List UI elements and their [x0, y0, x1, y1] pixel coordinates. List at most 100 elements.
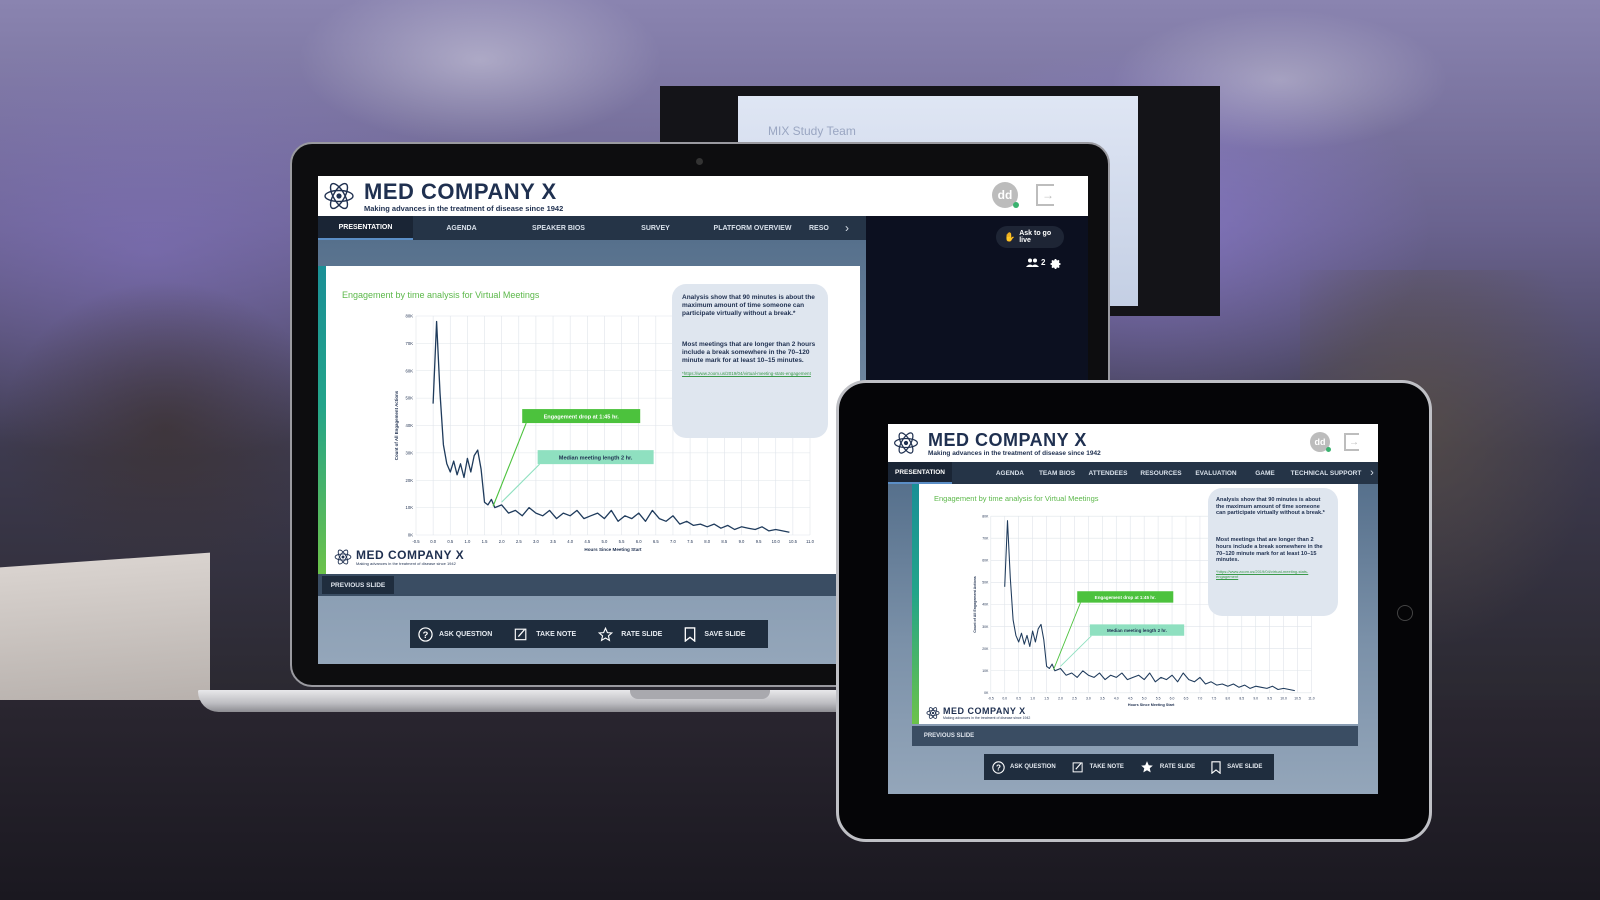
- tab-speaker-bios[interactable]: SPEAKER BIOS: [532, 224, 585, 232]
- x-tick-label: 0.0: [1002, 696, 1007, 700]
- nav-bar: PRESENTATION AGENDA SPEAKER BIOS SURVEY …: [318, 216, 866, 240]
- y-axis-label: Count of All Engagement Actions: [394, 390, 399, 460]
- atom-logo-icon: [926, 707, 940, 719]
- note-icon: [1072, 762, 1083, 773]
- action-bar: ? ASK QUESTION TAKE NOTE RATE SLIDE SAVE…: [410, 620, 768, 648]
- annotation-median-box: [1089, 624, 1185, 636]
- x-axis-label: Hours Since Meeting Start: [1128, 703, 1175, 707]
- y-tick-label: 20K: [406, 478, 414, 483]
- avatar[interactable]: dd: [1310, 432, 1331, 452]
- slide-accent-bar: [912, 484, 919, 724]
- x-tick-label: 6.5: [653, 539, 659, 544]
- callout-box: Analysis show that 90 minutes is about t…: [1208, 488, 1338, 616]
- x-tick-label: 9.0: [1253, 696, 1258, 700]
- x-tick-label: 2.0: [499, 539, 505, 544]
- rate-slide-button[interactable]: RATE SLIDE: [1140, 760, 1195, 774]
- tab-presentation[interactable]: PRESENTATION: [888, 462, 952, 484]
- x-tick-label: 0.5: [1016, 696, 1021, 700]
- slide-nav-bar: PREVIOUS SLIDE: [912, 726, 1358, 746]
- x-tick-label: 8.5: [1239, 696, 1244, 700]
- brand-tagline: Making advances in the treatment of dise…: [364, 203, 564, 213]
- laptop-notch: [630, 690, 770, 699]
- x-tick-label: 8.0: [704, 539, 710, 544]
- tab-attendees[interactable]: ATTENDEES: [1088, 469, 1128, 477]
- callout-source-link[interactable]: *https://www.zoom.us/2019/04/virtual-mee…: [682, 370, 811, 376]
- slide-brand-tagline: Making advances in the treatment of dise…: [943, 715, 1031, 720]
- previous-slide-button[interactable]: PREVIOUS SLIDE: [923, 733, 975, 739]
- take-note-button[interactable]: TAKE NOTE: [514, 627, 576, 641]
- slide-logo: MED COMPANY X Making advances in the tre…: [334, 548, 464, 566]
- x-tick-label: 0.0: [430, 539, 436, 544]
- save-slide-button[interactable]: SAVE SLIDE: [1211, 760, 1262, 774]
- ask-question-button[interactable]: ? ASK QUESTION: [418, 626, 492, 642]
- engagement-line: [1004, 520, 1295, 692]
- annotation-arrow-median: [501, 463, 541, 503]
- slide-brand-name: MED COMPANY X: [356, 547, 465, 562]
- ask-to-go-live-button[interactable]: ✋ Ask to go live: [996, 226, 1064, 248]
- logout-icon[interactable]: →: [1344, 433, 1359, 451]
- slide-logo: MED COMPANY X Making advances in the tre…: [926, 706, 1030, 720]
- previous-slide-button[interactable]: PREVIOUS SLIDE: [322, 576, 394, 594]
- x-tick-label: 4.0: [567, 539, 573, 544]
- tab-resources[interactable]: RESO: [809, 224, 829, 232]
- take-note-button[interactable]: TAKE NOTE: [1072, 761, 1124, 773]
- tablet-app: MED COMPANY X Making advances in the tre…: [888, 424, 1378, 794]
- tab-evaluation[interactable]: EVALUATION: [1195, 469, 1237, 477]
- tab-game[interactable]: GAME: [1255, 469, 1275, 477]
- x-tick-label: 8.0: [1225, 696, 1230, 700]
- x-tick-label: 9.0: [739, 539, 745, 544]
- x-tick-label: 0.5: [447, 539, 453, 544]
- bookmark-icon: [685, 626, 696, 642]
- brand-tagline: Making advances in the treatment of dise…: [928, 449, 1101, 457]
- question-icon: ?: [418, 626, 433, 642]
- x-tick-label: 9.5: [756, 539, 762, 544]
- y-tick-label: 60K: [982, 559, 989, 563]
- tab-team-bios[interactable]: TEAM BIOS: [1038, 469, 1076, 477]
- annotation-median-box: [537, 450, 654, 465]
- y-tick-label: 50K: [982, 581, 989, 585]
- online-status-dot: [1326, 447, 1331, 452]
- atom-logo-icon: [334, 549, 352, 565]
- tab-platform-overview[interactable]: PLATFORM OVERVIEW: [713, 224, 792, 232]
- svg-text:?: ?: [423, 629, 429, 639]
- y-tick-label: 10K: [406, 505, 414, 510]
- tab-agenda[interactable]: AGENDA: [446, 224, 477, 232]
- logout-icon[interactable]: →: [1036, 184, 1054, 206]
- y-tick-label: 70K: [406, 341, 414, 346]
- x-tick-label: 7.5: [687, 539, 693, 544]
- callout-box: Analysis show that 90 minutes is about t…: [672, 284, 828, 438]
- annotation-median-label: Median meeting length 2 hr.: [559, 455, 633, 461]
- star-icon: [1141, 761, 1153, 773]
- gear-icon[interactable]: [1050, 257, 1062, 275]
- slide-brand-tagline: Making advances in the treatment of dise…: [356, 560, 456, 566]
- chevron-right-icon[interactable]: ›: [845, 221, 849, 235]
- tab-agenda[interactable]: AGENDA: [995, 469, 1024, 477]
- laptop-camera: [696, 158, 703, 165]
- callout-text-2: Most meetings that are longer than 2 hou…: [682, 341, 816, 364]
- x-tick-label: 7.0: [670, 539, 676, 544]
- tab-survey[interactable]: SURVEY: [641, 224, 670, 232]
- tab-presentation[interactable]: PRESENTATION: [318, 216, 413, 240]
- x-tick-label: 10.0: [1280, 696, 1287, 700]
- chevron-right-icon[interactable]: ›: [1370, 467, 1374, 479]
- save-slide-button[interactable]: SAVE SLIDE: [684, 626, 745, 642]
- y-tick-label: 70K: [982, 536, 989, 540]
- avatar[interactable]: dd: [992, 182, 1019, 208]
- callout-source-link[interactable]: *https://www.zoom.us/2019/04/virtual-mee…: [1216, 568, 1309, 579]
- tab-resources[interactable]: RESOURCES: [1140, 469, 1182, 477]
- x-tick-label: 5.5: [619, 539, 625, 544]
- x-tick-label: 4.5: [584, 539, 590, 544]
- rate-slide-button[interactable]: RATE SLIDE: [598, 626, 662, 642]
- annotation-arrow-drop: [1053, 602, 1081, 670]
- tab-technical-support[interactable]: TECHNICAL SUPPORT: [1290, 469, 1362, 477]
- attendee-count[interactable]: 2: [1026, 258, 1045, 267]
- x-tick-label: 3.0: [1086, 696, 1091, 700]
- x-tick-label: 10.0: [772, 539, 781, 544]
- x-tick-label: 3.5: [1100, 696, 1105, 700]
- ask-question-button[interactable]: ? ASK QUESTION: [992, 760, 1056, 774]
- y-tick-label: 30K: [982, 625, 989, 629]
- x-tick-label: 3.0: [533, 539, 539, 544]
- annotation-median-label: Median meeting length 2 hr.: [1107, 628, 1167, 633]
- x-tick-label: 1.5: [1044, 696, 1049, 700]
- x-tick-label: 3.5: [550, 539, 556, 544]
